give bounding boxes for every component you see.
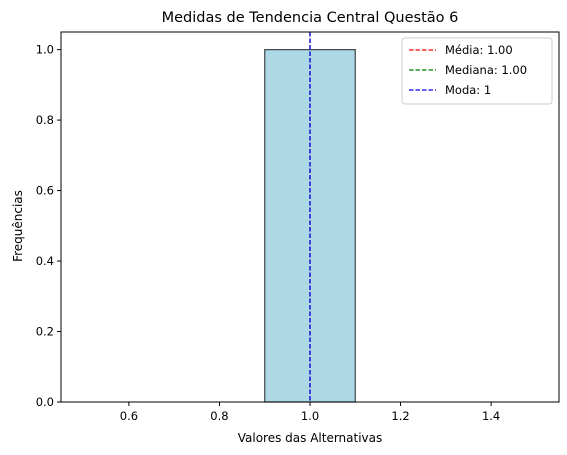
bar-0 xyxy=(265,50,356,402)
x-tick-label-2: 1.0 xyxy=(301,409,319,423)
x-tick-label-1: 0.8 xyxy=(210,409,228,423)
legend: Média: 1.00 Mediana: 1.00 Moda: 1 xyxy=(402,38,552,104)
y-tick-label-3: 0.6 xyxy=(36,184,54,198)
y-tick-label-4: 0.8 xyxy=(36,113,54,127)
x-tick-label-4: 1.4 xyxy=(482,409,500,423)
y-tick-label-2: 0.4 xyxy=(36,254,54,268)
x-tick-label-0: 0.6 xyxy=(120,409,138,423)
y-tick-label-5: 1.0 xyxy=(36,43,54,57)
chart-title: Medidas de Tendencia Central Questão 6 xyxy=(162,10,459,26)
legend-entry-mode: Moda: 1 xyxy=(445,83,491,97)
legend-entry-median: Mediana: 1.00 xyxy=(445,63,527,77)
y-axis-label: Frequências xyxy=(11,190,25,262)
y-tick-label-1: 0.2 xyxy=(36,325,54,339)
x-axis-label: Valores das Alternativas xyxy=(238,431,383,445)
y-tick-label-0: 0.0 xyxy=(36,395,54,409)
x-tick-label-3: 1.2 xyxy=(391,409,409,423)
legend-entry-mean: Média: 1.00 xyxy=(445,43,513,57)
